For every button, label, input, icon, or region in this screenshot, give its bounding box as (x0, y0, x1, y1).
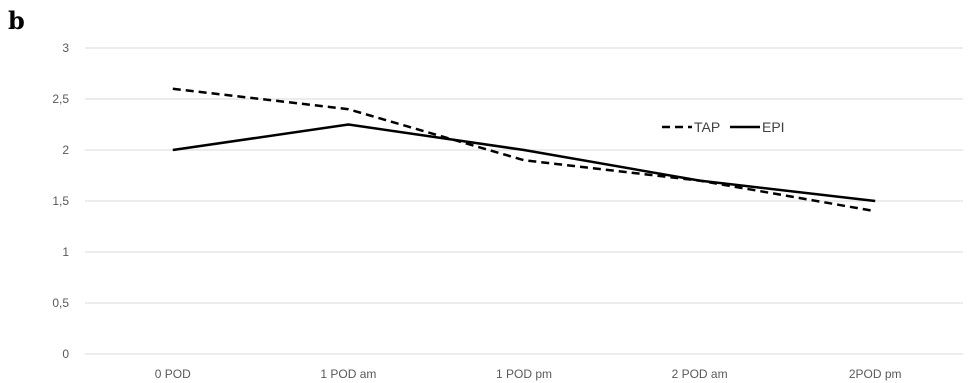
series-lines (172, 87, 876, 213)
legend: TAP EPI (662, 119, 785, 135)
y-axis-ticks: 0 0,5 1 1,5 2 2,5 3 (52, 41, 69, 361)
x-tick-label: 1 POD am (320, 367, 376, 381)
y-tick-label: 1,5 (52, 194, 69, 208)
legend-label-tap: TAP (694, 119, 720, 135)
y-tick-label: 0,5 (52, 296, 69, 310)
x-tick-label: 2POD pm (849, 367, 902, 381)
legend-label-epi: EPI (762, 119, 785, 135)
x-axis-ticks: 0 POD 1 POD am 1 POD pm 2 POD am 2POD pm (155, 367, 902, 381)
panel-label: b (8, 6, 25, 35)
y-tick-label: 3 (62, 41, 69, 55)
x-tick-label: 1 POD pm (496, 367, 552, 381)
y-tick-label: 2 (62, 143, 69, 157)
series-line-epi (172, 123, 876, 203)
series-line-tap (172, 87, 876, 213)
y-tick-label: 0 (62, 347, 69, 361)
x-tick-label: 0 POD (155, 367, 191, 381)
y-tick-label: 2,5 (52, 92, 69, 106)
y-tick-label: 1 (62, 245, 69, 259)
x-tick-label: 2 POD am (672, 367, 728, 381)
